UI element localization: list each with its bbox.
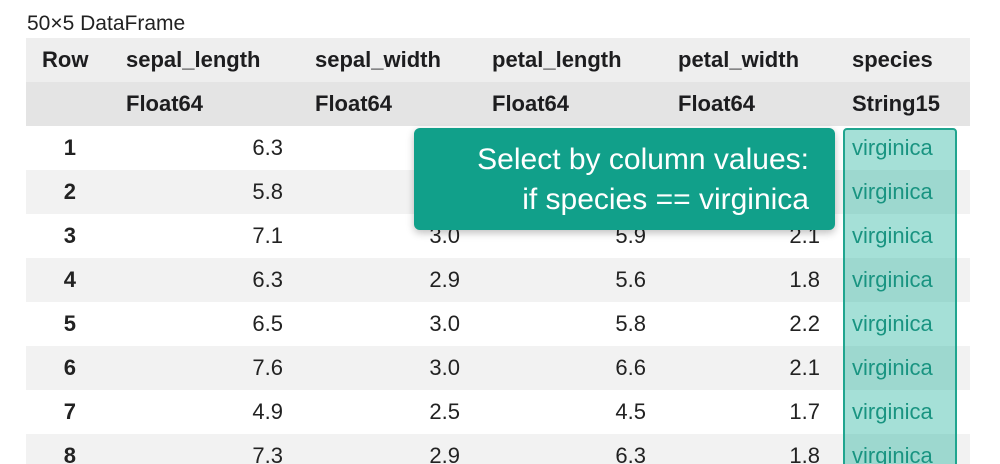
- row-number: 7: [26, 390, 110, 434]
- cell-sepal-width: 3.0: [299, 346, 476, 390]
- cell-species: virginica: [836, 170, 970, 214]
- table-row[interactable]: 5 6.5 3.0 5.8 2.2 virginica: [26, 302, 970, 346]
- cell-species: virginica: [836, 302, 970, 346]
- column-header-row[interactable]: Row: [26, 38, 110, 82]
- column-type-species: String15: [836, 82, 970, 126]
- cell-sepal-length: 6.5: [110, 302, 299, 346]
- cell-petal-width: 1.8: [662, 434, 836, 464]
- cell-species: virginica: [836, 258, 970, 302]
- cell-species: virginica: [836, 214, 970, 258]
- row-number: 6: [26, 346, 110, 390]
- column-name-row: Row sepal_length sepal_width petal_lengt…: [26, 38, 970, 82]
- callout-line-1: Select by column values:: [477, 143, 809, 176]
- cell-petal-width: 2.2: [662, 302, 836, 346]
- table-row[interactable]: 4 6.3 2.9 5.6 1.8 virginica: [26, 258, 970, 302]
- table-row[interactable]: 7 4.9 2.5 4.5 1.7 virginica: [26, 390, 970, 434]
- row-number: 5: [26, 302, 110, 346]
- table-row[interactable]: 8 7.3 2.9 6.3 1.8 virginica: [26, 434, 970, 464]
- column-header-petal-width[interactable]: petal_width: [662, 38, 836, 82]
- column-header-petal-length[interactable]: petal_length: [476, 38, 662, 82]
- column-header-sepal-length[interactable]: sepal_length: [110, 38, 299, 82]
- column-header-species[interactable]: species: [836, 38, 970, 82]
- column-type-petal-width: Float64: [662, 82, 836, 126]
- column-type-sepal-width: Float64: [299, 82, 476, 126]
- column-header-sepal-width[interactable]: sepal_width: [299, 38, 476, 82]
- callout-line-2: if species == virginica: [522, 183, 809, 216]
- column-type-row: Float64 Float64 Float64 Float64 String15: [26, 82, 970, 126]
- row-number: 8: [26, 434, 110, 464]
- cell-sepal-width: 2.9: [299, 258, 476, 302]
- cell-sepal-length: 7.1: [110, 214, 299, 258]
- cell-petal-length: 6.3: [476, 434, 662, 464]
- cell-sepal-length: 7.6: [110, 346, 299, 390]
- cell-sepal-width: 3.0: [299, 302, 476, 346]
- cell-petal-width: 1.8: [662, 258, 836, 302]
- row-number: 4: [26, 258, 110, 302]
- cell-sepal-length: 6.3: [110, 126, 299, 170]
- dataframe-caption: 50×5 DataFrame: [27, 12, 186, 35]
- cell-species: virginica: [836, 434, 970, 464]
- column-type-sepal-length: Float64: [110, 82, 299, 126]
- cell-sepal-length: 6.3: [110, 258, 299, 302]
- selection-callout: Select by column values: if species == v…: [414, 128, 835, 230]
- column-type-row-index: [26, 82, 110, 126]
- cell-petal-width: 2.1: [662, 346, 836, 390]
- cell-petal-length: 5.8: [476, 302, 662, 346]
- cell-petal-length: 6.6: [476, 346, 662, 390]
- dataframe-table: Row sepal_length sepal_width petal_lengt…: [26, 38, 970, 464]
- cell-species: virginica: [836, 346, 970, 390]
- row-number: 1: [26, 126, 110, 170]
- table-row[interactable]: 6 7.6 3.0 6.6 2.1 virginica: [26, 346, 970, 390]
- cell-petal-length: 4.5: [476, 390, 662, 434]
- cell-sepal-width: 2.9: [299, 434, 476, 464]
- row-number: 3: [26, 214, 110, 258]
- row-number: 2: [26, 170, 110, 214]
- cell-sepal-length: 4.9: [110, 390, 299, 434]
- cell-sepal-length: 7.3: [110, 434, 299, 464]
- column-type-petal-length: Float64: [476, 82, 662, 126]
- cell-species: virginica: [836, 126, 970, 170]
- cell-petal-length: 5.6: [476, 258, 662, 302]
- cell-sepal-width: 2.5: [299, 390, 476, 434]
- cell-petal-width: 1.7: [662, 390, 836, 434]
- cell-sepal-length: 5.8: [110, 170, 299, 214]
- cell-species: virginica: [836, 390, 970, 434]
